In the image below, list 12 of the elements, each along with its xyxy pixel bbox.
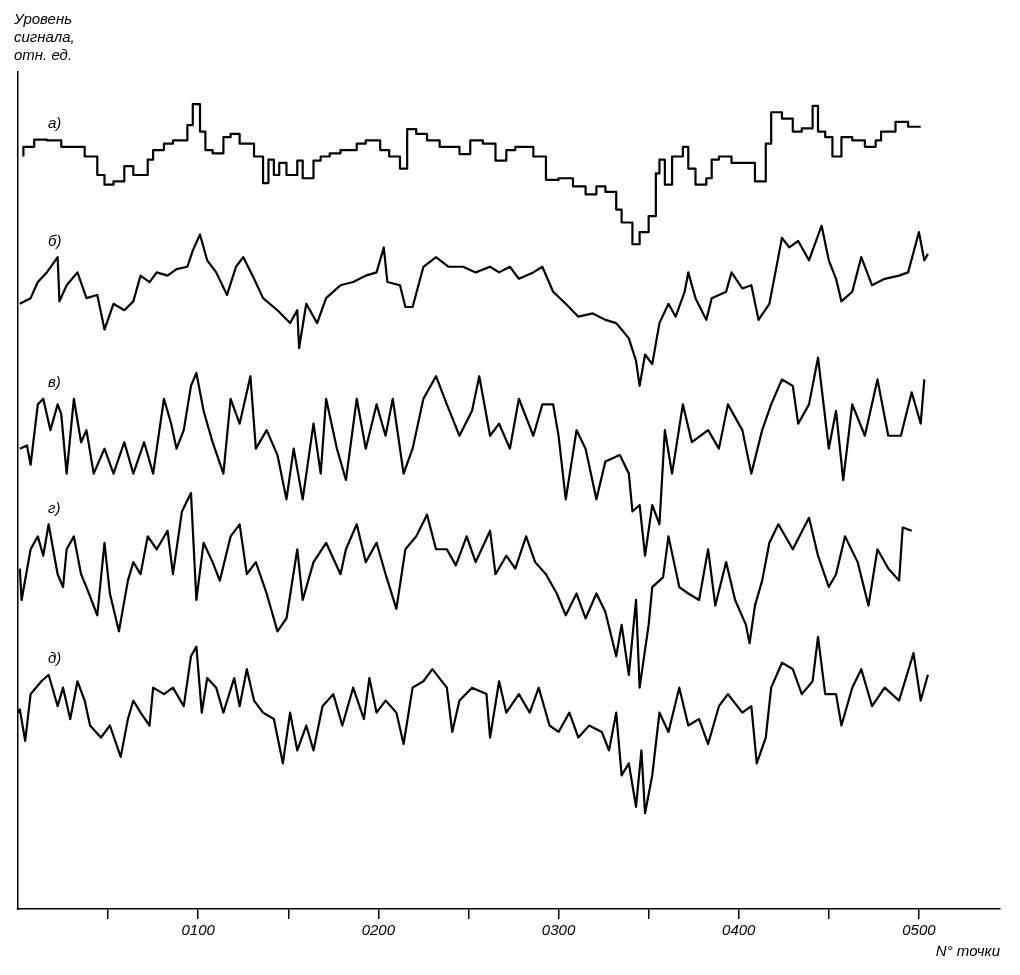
x-tick-label: 0200 bbox=[361, 921, 396, 939]
x-tick-label: 0500 bbox=[902, 921, 937, 939]
x-tick-label: 0100 bbox=[181, 921, 216, 939]
x-tick-label: 0300 bbox=[541, 921, 576, 939]
series-label: г) bbox=[48, 498, 61, 516]
x-axis-title: N° точки bbox=[935, 942, 1001, 960]
y-axis-title: Уровень сигнала, отн. ед. bbox=[14, 10, 76, 64]
series-label: д) bbox=[48, 649, 62, 667]
series-label: б) bbox=[48, 231, 62, 249]
x-tick-label: 0400 bbox=[722, 921, 757, 939]
series-label: в) bbox=[48, 373, 61, 391]
series-label: а) bbox=[48, 114, 62, 132]
